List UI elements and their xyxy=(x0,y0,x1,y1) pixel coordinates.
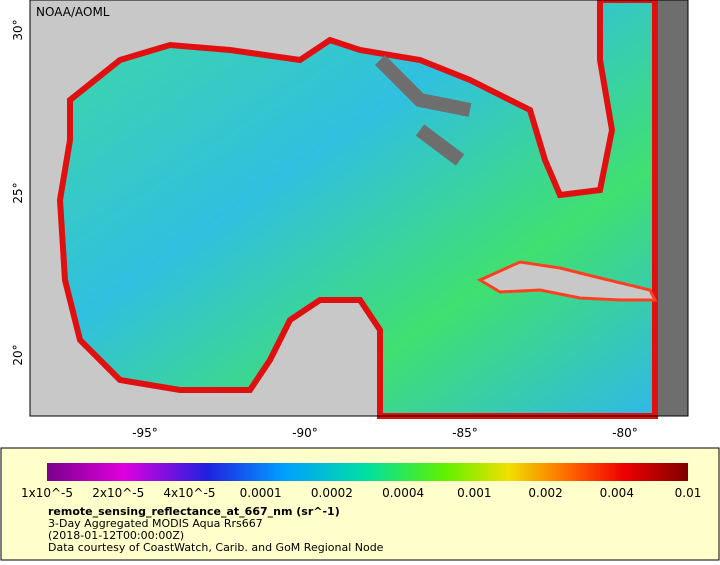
legend-line: 3-Day Aggregated MODIS Aqua Rrs667 xyxy=(48,517,263,530)
colorbar-tick-label: 2x10^-5 xyxy=(92,486,144,500)
colorbar-tick-label: 0.0001 xyxy=(240,486,282,500)
gulf-water xyxy=(56,0,658,419)
colorbar-tick-label: 0.002 xyxy=(528,486,562,500)
legend-line: (2018-01-12T00:00:00Z) xyxy=(48,529,184,542)
colorbar-tick-label: 0.0002 xyxy=(311,486,353,500)
lat-label: 30° xyxy=(11,19,25,40)
colorbar-tick-label: 0.01 xyxy=(675,486,702,500)
no-data xyxy=(655,0,688,416)
lon-label: -90° xyxy=(292,426,318,440)
lon-label: -80° xyxy=(612,426,638,440)
cuba xyxy=(476,260,658,302)
credit: NOAA/AOML xyxy=(36,5,110,19)
colorbar-tick-label: 0.0004 xyxy=(382,486,424,500)
lon-label: -95° xyxy=(132,426,158,440)
legend-title: remote_sensing_reflectance_at_667_nm (sr… xyxy=(48,505,340,518)
lat-label: 25° xyxy=(11,182,25,203)
lat-label: 20° xyxy=(11,344,25,365)
colorbar-tick-label: 0.004 xyxy=(600,486,634,500)
lon-label: -85° xyxy=(452,426,478,440)
colorbar-ticks: 1x10^-5 2x10^-5 4x10^-5 0.0001 0.0002 0.0004 0… xyxy=(21,486,701,500)
colorbar-tick-label: 1x10^-5 xyxy=(21,486,73,500)
cloud xyxy=(375,55,472,166)
colorbar-tick-label: 0.001 xyxy=(457,486,491,500)
map-frame xyxy=(29,0,689,417)
legend-line: Data courtesy of CoastWatch, Carib. and … xyxy=(48,541,384,554)
colorbar xyxy=(47,463,688,481)
colorbar-tick-label: 4x10^-5 xyxy=(163,486,215,500)
